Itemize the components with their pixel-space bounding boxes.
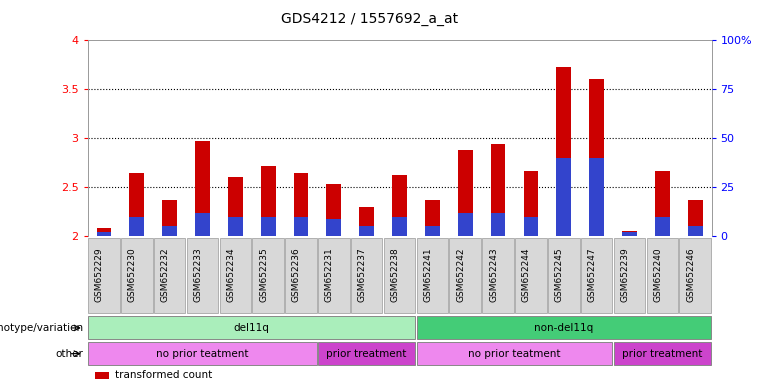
Text: GSM652236: GSM652236 (292, 247, 301, 302)
Bar (294, 172, 308, 236)
Bar (162, 200, 177, 236)
Bar (326, 184, 341, 236)
Bar (195, 141, 210, 236)
Bar (261, 217, 275, 236)
Bar (524, 217, 538, 236)
Text: GSM652234: GSM652234 (226, 247, 235, 302)
Bar (97, 232, 111, 236)
Bar (655, 170, 670, 236)
Text: GSM652229: GSM652229 (95, 247, 104, 302)
Bar (688, 200, 702, 236)
Text: GSM652243: GSM652243 (489, 247, 498, 302)
Text: prior treatment: prior treatment (326, 349, 407, 359)
Bar (622, 231, 637, 236)
Bar (425, 227, 440, 236)
Bar (589, 78, 604, 236)
Text: no prior teatment: no prior teatment (468, 349, 561, 359)
Text: prior treatment: prior treatment (622, 349, 702, 359)
Bar (359, 207, 374, 236)
Bar (425, 200, 440, 236)
Bar (458, 150, 473, 236)
Bar (491, 213, 505, 236)
Text: GSM652246: GSM652246 (686, 247, 695, 302)
Text: transformed count: transformed count (115, 370, 212, 380)
Bar (589, 158, 604, 236)
Text: GDS4212 / 1557692_a_at: GDS4212 / 1557692_a_at (281, 12, 457, 25)
Text: GSM652238: GSM652238 (390, 247, 400, 302)
Text: GSM652235: GSM652235 (260, 247, 268, 302)
Bar (622, 232, 637, 236)
Text: GSM652245: GSM652245 (555, 247, 564, 302)
Bar (458, 213, 473, 236)
Text: GSM652232: GSM652232 (161, 247, 170, 302)
Bar (129, 172, 144, 236)
Text: GSM652230: GSM652230 (128, 247, 137, 302)
Text: genotype/variation: genotype/variation (0, 323, 84, 333)
Bar (97, 228, 111, 236)
Bar (326, 218, 341, 236)
Text: other: other (56, 349, 84, 359)
Bar (392, 175, 407, 236)
Text: non-del11q: non-del11q (534, 323, 594, 333)
Bar (392, 217, 407, 236)
Bar (228, 217, 243, 236)
Bar (524, 170, 538, 236)
Text: GSM652240: GSM652240 (653, 247, 662, 302)
Text: GSM652247: GSM652247 (587, 247, 597, 302)
Bar (162, 227, 177, 236)
Bar (491, 144, 505, 236)
Bar (294, 217, 308, 236)
Bar (261, 166, 275, 236)
Bar (556, 158, 571, 236)
Bar (655, 217, 670, 236)
Text: GSM652233: GSM652233 (193, 247, 202, 302)
Text: GSM652237: GSM652237 (358, 247, 367, 302)
Bar (556, 67, 571, 236)
Text: GSM652231: GSM652231 (325, 247, 334, 302)
Text: GSM652242: GSM652242 (456, 247, 465, 302)
Text: GSM652239: GSM652239 (620, 247, 629, 302)
Text: GSM652244: GSM652244 (522, 247, 531, 302)
Text: GSM652241: GSM652241 (423, 247, 432, 302)
Bar (359, 227, 374, 236)
Text: no prior teatment: no prior teatment (156, 349, 249, 359)
Bar (195, 213, 210, 236)
Bar (688, 227, 702, 236)
Text: del11q: del11q (234, 323, 269, 333)
Bar (129, 217, 144, 236)
Bar (228, 177, 243, 236)
